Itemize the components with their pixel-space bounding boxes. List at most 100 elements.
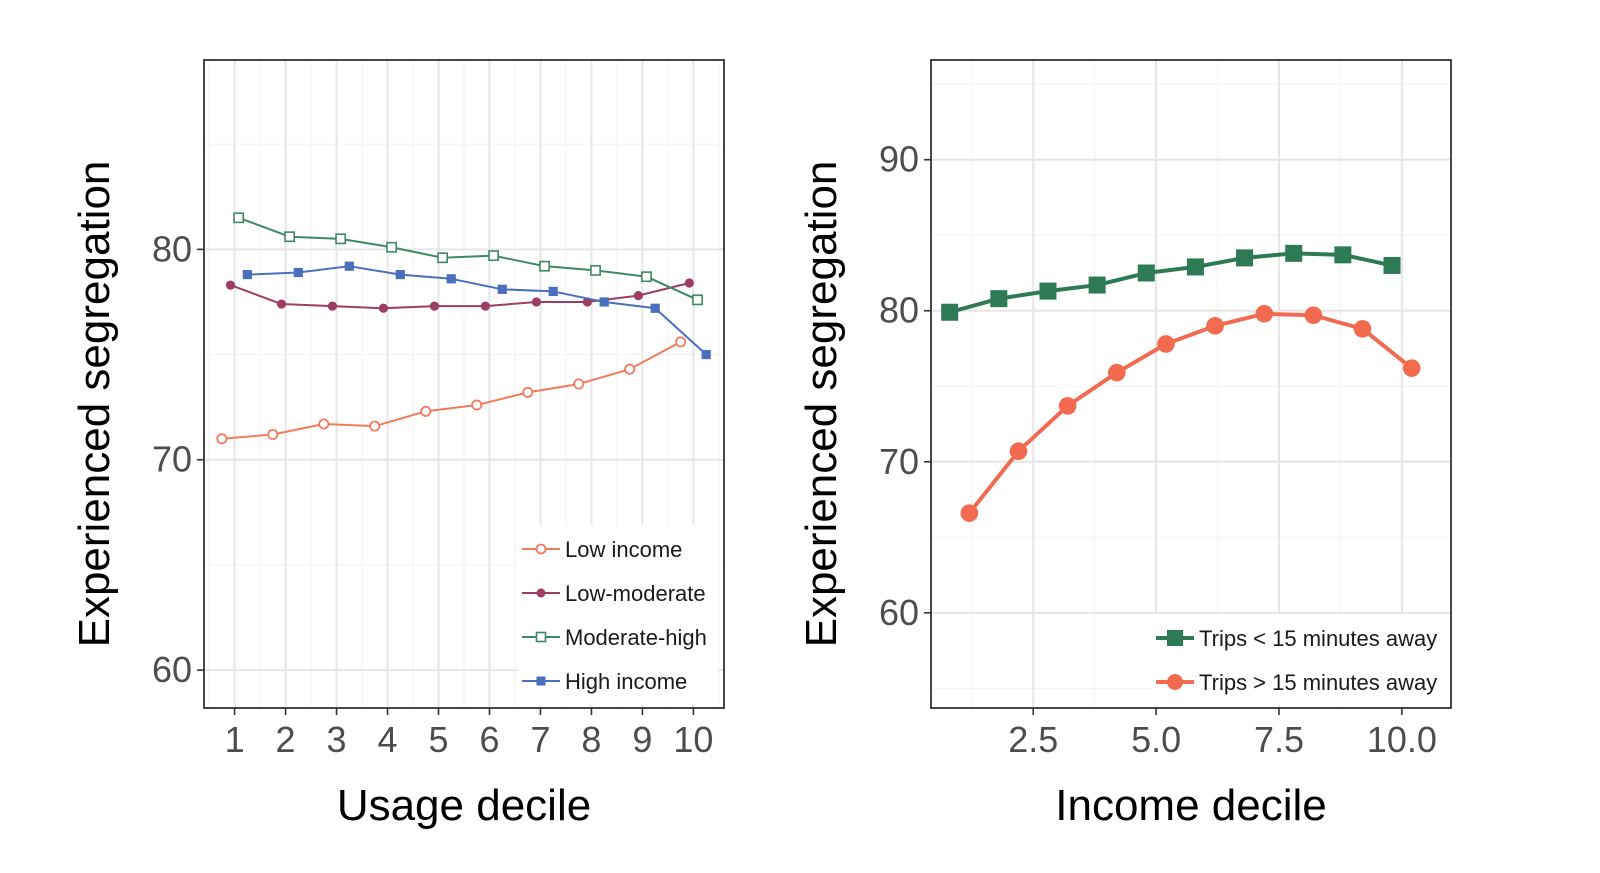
chart-income-decile: Trips < 15 minutes away Trips > 15 minute…: [797, 59, 1452, 830]
x-tick-label: 4: [378, 719, 398, 760]
y-tick-label: 80: [879, 290, 919, 331]
data-point-trips-15-minutes-away: [990, 290, 1008, 308]
plot-panel: [931, 60, 1451, 708]
data-point-trips-15-minutes-away: [1157, 335, 1175, 353]
data-point-high-income: [497, 284, 507, 294]
data-point-trips-15-minutes-away: [941, 303, 959, 321]
data-point-high-income: [548, 286, 558, 297]
legend-moderate-high-label: Moderate-high: [565, 625, 707, 650]
legend-low-moderate-symbol: [536, 588, 546, 598]
y-tick-label: 60: [879, 592, 919, 633]
data-point-low-income: [318, 418, 330, 430]
data-point-low-moderate: [429, 301, 440, 311]
data-point-moderate-high: [590, 264, 601, 276]
data-point-low-moderate: [531, 297, 541, 307]
data-point-trips-15-minutes-away: [1285, 244, 1303, 262]
legend-low-income-symbol: [535, 543, 547, 555]
data-point-trips-15-minutes-away: [1137, 264, 1155, 282]
data-point-moderate-high: [641, 271, 652, 283]
data-point-low-moderate: [684, 278, 694, 288]
data-point-trips-15-minutes-away: [1039, 282, 1057, 300]
data-point-trips-15-minutes-away: [1058, 397, 1077, 415]
y-tick-label: 90: [879, 139, 919, 180]
data-point-trips-15-minutes-away: [1383, 256, 1401, 274]
legend-low-moderate-label: Low-moderate: [565, 581, 706, 606]
data-point-trips-15-minutes-away: [1236, 249, 1254, 267]
data-point-moderate-high: [539, 260, 550, 272]
data-point-low-income: [420, 405, 432, 417]
x-tick-label: 10.0: [1367, 719, 1437, 760]
data-point-high-income: [344, 261, 354, 271]
legend-high-income-label: High income: [565, 669, 687, 694]
data-point-low-moderate: [633, 291, 643, 301]
data-point-high-income: [395, 269, 405, 280]
data-point-moderate-high: [335, 233, 347, 245]
series-line-trips-15-minutes-away: [967, 311, 1413, 515]
data-point-high-income: [650, 303, 660, 313]
data-point-moderate-high: [233, 212, 245, 224]
data-point-trips-15-minutes-away: [1206, 317, 1224, 335]
x-tick-label: 3: [327, 719, 347, 760]
legend-trips-15-minutes-away-label: Trips < 15 minutes away: [1199, 626, 1437, 651]
legend-trips-15-minutes-away-label: Trips > 15 minutes away: [1199, 670, 1437, 695]
x-tick-label: 8: [581, 719, 601, 760]
x-tick-label: 2: [276, 719, 296, 760]
data-point-moderate-high: [692, 294, 703, 306]
y-tick-label: 80: [152, 228, 192, 269]
data-point-low-moderate: [480, 301, 491, 311]
data-point-high-income: [446, 274, 456, 284]
data-point-trips-15-minutes-away: [960, 504, 979, 522]
x-tick-label: 1: [225, 719, 245, 760]
x-tick-label: 10: [673, 719, 713, 760]
data-point-trips-15-minutes-away: [1255, 304, 1274, 323]
x-tick-label: 6: [479, 719, 499, 760]
legend-box: [518, 525, 718, 705]
data-point-trips-15-minutes-away: [1304, 306, 1323, 325]
data-point-trips-15-minutes-away: [1107, 363, 1126, 382]
x-tick-label: 5: [428, 719, 448, 760]
data-point-high-income: [599, 297, 609, 307]
x-tick-label: 7: [530, 719, 550, 760]
data-point-trips-15-minutes-away: [1353, 320, 1372, 338]
series-line-moderate-high: [238, 216, 698, 301]
data-point-low-income: [267, 428, 279, 440]
y-tick-label: 60: [152, 649, 192, 690]
x-tick-label: 2.5: [1008, 719, 1058, 760]
data-point-low-income: [624, 363, 636, 375]
x-axis-title: Usage decile: [337, 781, 591, 830]
y-axis-title: Experienced segregation: [797, 161, 846, 648]
legend-low-income-label: Low income: [565, 537, 682, 562]
data-point-moderate-high: [386, 241, 398, 253]
legend-trips-15-minutes-away-symbol: [1167, 674, 1183, 690]
data-point-low-income: [369, 420, 381, 432]
legend-trips-15-minutes-away-symbol: [1167, 630, 1183, 646]
data-point-low-moderate: [276, 299, 287, 309]
data-point-high-income: [293, 267, 303, 278]
series-line-high-income: [247, 265, 707, 356]
plot-border: [203, 59, 725, 709]
legend-moderate-high-symbol: [535, 631, 547, 643]
data-point-low-moderate: [378, 303, 389, 313]
y-tick-label: 70: [152, 439, 192, 480]
data-point-low-income: [216, 433, 228, 445]
legend-high-income-symbol: [536, 676, 546, 686]
data-point-low-moderate: [225, 280, 236, 290]
chart-usage-decile: Low income Low-moderate Moderate-high High …: [70, 59, 725, 830]
data-point-high-income: [701, 349, 711, 360]
x-tick-label: 7.5: [1254, 719, 1304, 760]
x-tick-label: 9: [632, 719, 652, 760]
data-point-trips-15-minutes-away: [1186, 258, 1204, 276]
data-point-trips-15-minutes-away: [1088, 276, 1106, 294]
series-line-low-income: [221, 341, 682, 440]
data-point-moderate-high: [488, 250, 499, 262]
data-point-moderate-high: [437, 252, 448, 264]
plot-border: [930, 59, 1452, 709]
x-tick-label: 5.0: [1131, 719, 1181, 760]
y-axis-title: Experienced segregation: [70, 161, 119, 648]
legend-box: [1152, 614, 1446, 706]
data-point-low-income: [522, 386, 534, 398]
data-point-high-income: [242, 269, 252, 280]
data-point-low-moderate: [327, 301, 338, 311]
data-point-trips-15-minutes-away: [1334, 246, 1352, 264]
